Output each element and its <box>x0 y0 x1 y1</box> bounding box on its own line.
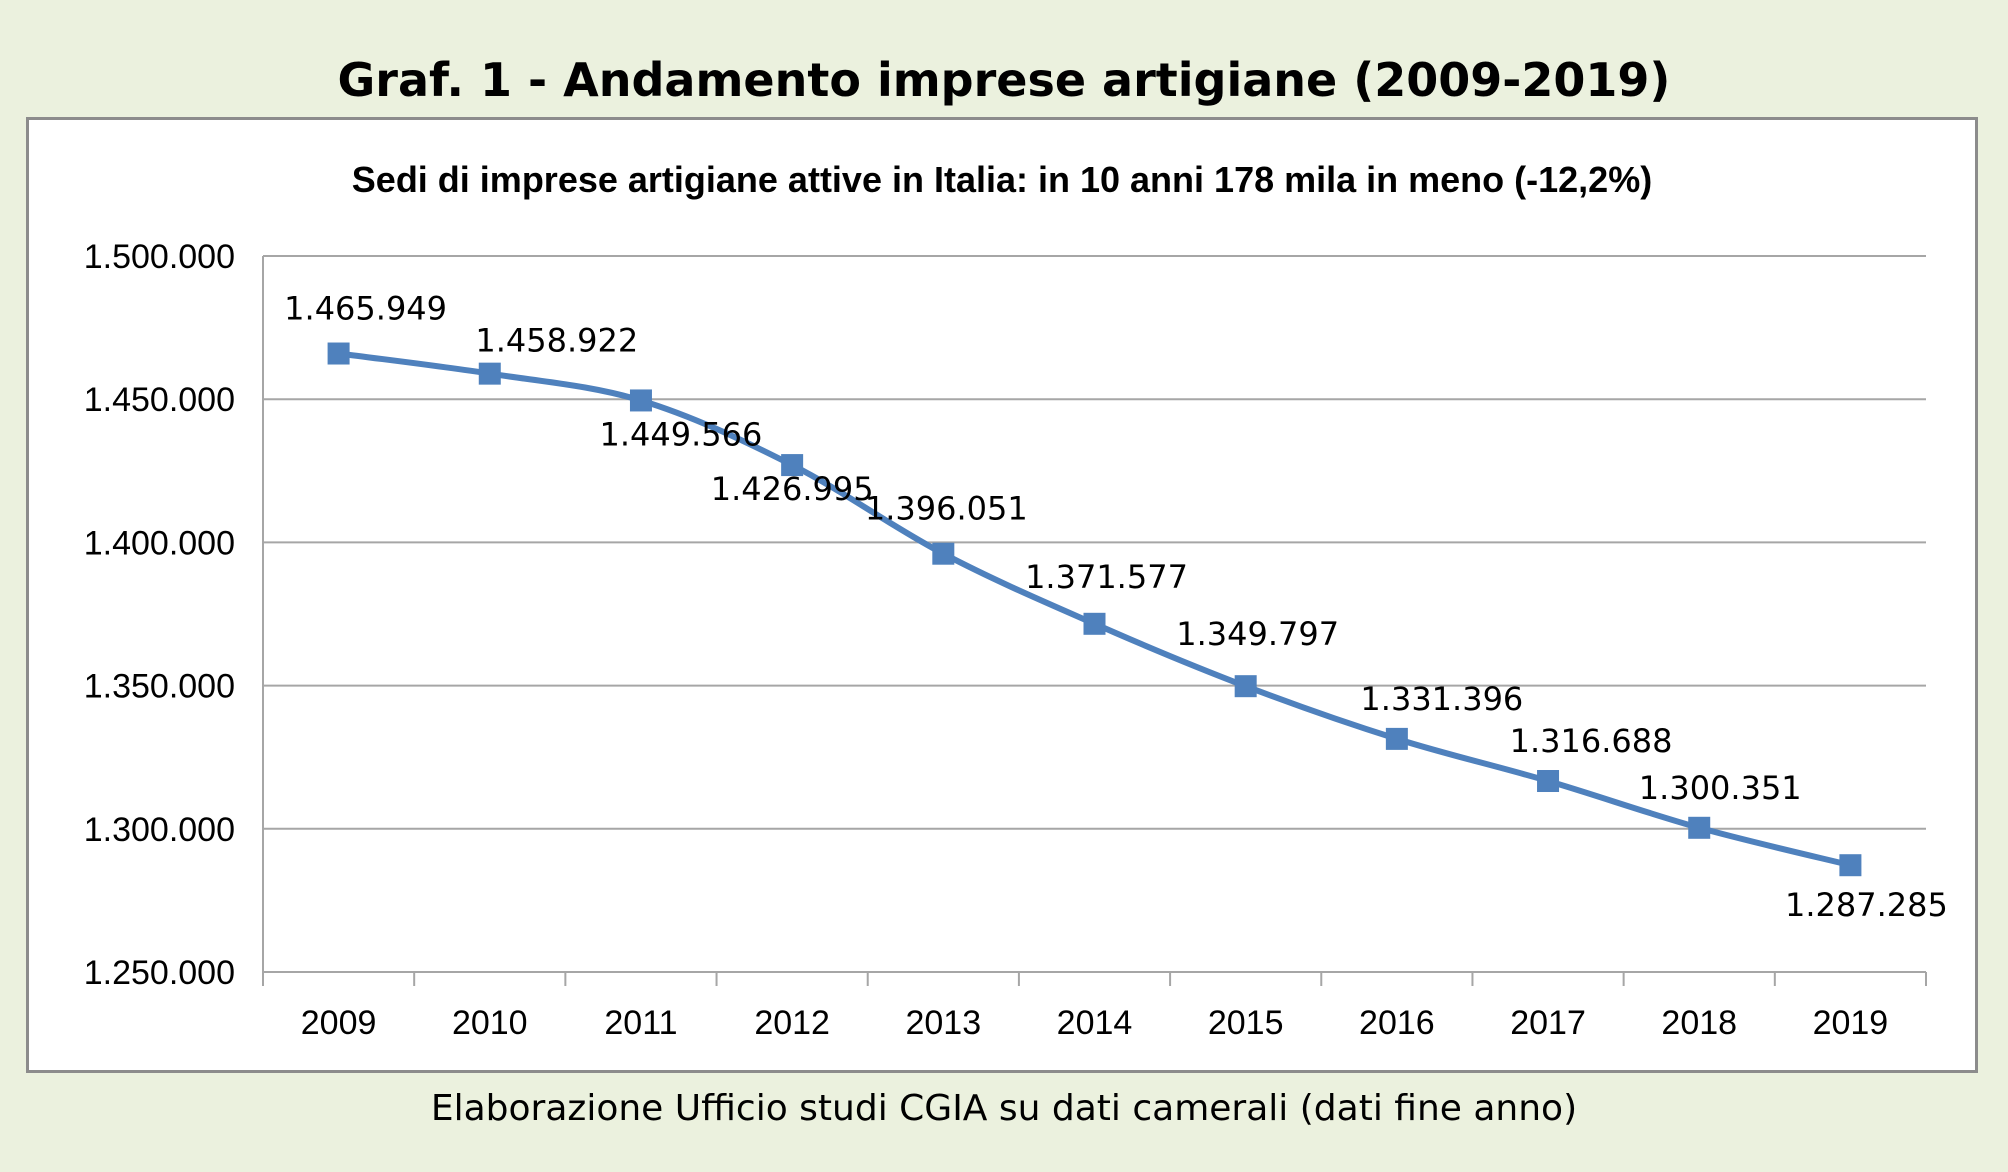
x-tick-label: 2011 <box>604 1004 677 1042</box>
data-label: 1.349.797 <box>1176 615 1339 653</box>
y-tick-label: 1.250.000 <box>84 954 235 992</box>
data-label: 1.287.285 <box>1785 886 1948 924</box>
data-point-marker <box>781 454 804 477</box>
chart-title: Sedi di imprese artigiane attive in Ital… <box>352 159 1652 200</box>
data-label: 1.331.396 <box>1360 680 1523 718</box>
y-tick-label: 1.500.000 <box>84 238 235 276</box>
x-tick-label: 2018 <box>1661 1004 1737 1042</box>
x-tick-label: 2010 <box>452 1004 528 1042</box>
source-note: Elaborazione Ufficio studi CGIA su dati … <box>430 1088 1578 1129</box>
x-tick-label: 2017 <box>1510 1004 1586 1042</box>
data-point-marker <box>327 342 350 365</box>
data-labels: 1.465.949 1.458.922 1.449.566 1.426.9951.39… <box>284 290 1948 925</box>
data-label: 1.458.922 <box>475 322 638 360</box>
data-label: 1.371.577 <box>1025 558 1188 596</box>
gridlines <box>263 255 1926 830</box>
x-tick-label: 2009 <box>301 1004 377 1042</box>
series-line <box>327 342 1862 877</box>
line-chart: 1.250.000 1.300.000 1.350.000 1.400.000 1.45… <box>84 159 1948 1042</box>
x-tick-label: 2013 <box>905 1004 981 1042</box>
axes: 1.250.000 1.300.000 1.350.000 1.400.000 1.45… <box>84 238 1927 1042</box>
data-label: 1.300.351 <box>1639 769 1802 807</box>
data-point-marker <box>629 389 652 412</box>
data-point-marker <box>1083 612 1106 635</box>
y-tick-label: 1.400.000 <box>84 524 235 562</box>
x-tick-label: 2016 <box>1359 1004 1435 1042</box>
data-label: 1.465.949 <box>284 290 447 328</box>
data-label: 1.449.566 <box>600 415 763 453</box>
figure-heading: Graf. 1 - Andamento imprese artigiane (2… <box>337 53 1671 107</box>
data-label: 1.426.995 <box>711 470 874 508</box>
data-label: 1.316.688 <box>1510 722 1673 760</box>
y-tick-label: 1.300.000 <box>84 811 235 849</box>
data-point-marker <box>932 542 955 565</box>
data-point-marker <box>1537 770 1560 793</box>
data-point-marker <box>1839 854 1862 877</box>
data-point-marker <box>1688 816 1711 839</box>
x-tick-label: 2015 <box>1208 1004 1284 1042</box>
data-point-marker <box>1385 727 1408 750</box>
x-tick-label: 2012 <box>754 1004 830 1042</box>
data-point-marker <box>1234 675 1257 698</box>
y-tick-label: 1.450.000 <box>84 381 235 419</box>
data-label: 1.396.051 <box>865 490 1028 528</box>
x-tick-label: 2014 <box>1057 1004 1133 1042</box>
series-path <box>338 350 1852 869</box>
x-tick-label: 2019 <box>1813 1004 1889 1042</box>
chart-frame: 1.250.000 1.300.000 1.350.000 1.400.000 1.45… <box>26 117 1978 1073</box>
y-tick-label: 1.350.000 <box>84 668 235 706</box>
data-point-marker <box>478 362 501 385</box>
